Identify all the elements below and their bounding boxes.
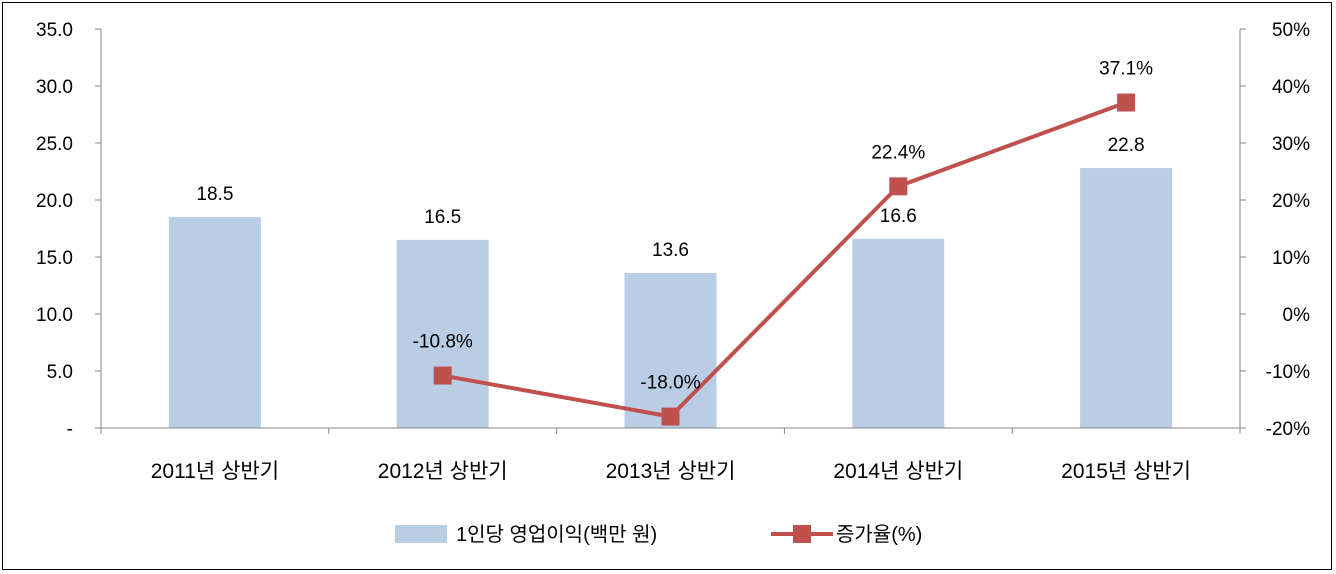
right-tick-label: -20%	[1266, 419, 1310, 440]
line-value-label: -10.8%	[413, 332, 473, 353]
line-marker	[889, 177, 908, 196]
axes: - 5.0 10.0 15.0 20.0 25.0 30.0 35.0 -20% -10% 0% 10…	[36, 20, 1310, 483]
right-tick-label: 40%	[1272, 77, 1310, 98]
bar-value-label: 18.5	[196, 184, 233, 205]
right-tick-label: -10%	[1266, 362, 1310, 383]
left-tick-label: 25.0	[36, 134, 73, 155]
left-tick-label: 20.0	[36, 191, 73, 212]
left-tick-label: 35.0	[36, 20, 73, 41]
data-labels: 18.5 16.5 13.6 16.6 22.8 -10.8% -18.0% 22.4% 37.…	[196, 59, 1153, 394]
growth-rate-line	[442, 100, 1127, 419]
left-tick-label: -	[67, 419, 73, 440]
legend-bar-label: 1인당 영업이익(백만 원)	[456, 523, 657, 546]
category-label: 2012년 상반기	[378, 460, 508, 483]
right-tick-label: 20%	[1272, 191, 1310, 212]
left-tick-label: 30.0	[36, 77, 73, 98]
right-tick-label: 10%	[1272, 248, 1310, 269]
bar	[1080, 168, 1173, 428]
bar-value-label: 16.5	[424, 207, 461, 228]
bar-value-label: 16.6	[880, 206, 917, 227]
bar	[624, 272, 717, 428]
line-series	[433, 93, 1136, 426]
legend-line-label: 증가율(%)	[836, 523, 922, 546]
category-label: 2011년 상반기	[151, 460, 279, 483]
category-label: 2013년 상반기	[606, 460, 736, 483]
right-tick-label: 50%	[1272, 20, 1310, 41]
category-label: 2015년 상반기	[1061, 460, 1191, 483]
line-value-label: -18.0%	[640, 373, 700, 394]
right-tick-label: 0%	[1283, 305, 1311, 326]
bar	[396, 239, 489, 428]
line-marker	[1117, 93, 1136, 112]
right-tick-label: 30%	[1272, 134, 1310, 155]
left-tick-label: 5.0	[47, 362, 73, 383]
line-value-label: 22.4%	[871, 142, 925, 163]
legend-line-marker	[793, 525, 811, 543]
bar	[168, 217, 261, 428]
line-marker	[433, 366, 452, 385]
bar-series	[168, 168, 1173, 428]
line-value-label: 37.1%	[1099, 59, 1153, 80]
legend-bar-swatch	[395, 525, 447, 543]
left-tick-label: 15.0	[36, 248, 73, 269]
line-marker	[661, 407, 680, 426]
left-tick-label: 10.0	[36, 305, 73, 326]
bar	[852, 238, 945, 428]
bar-value-label: 13.6	[652, 240, 689, 261]
legend: 1인당 영업이익(백만 원) 증가율(%)	[395, 523, 922, 546]
bar-value-label: 22.8	[1108, 135, 1145, 156]
category-label: 2014년 상반기	[833, 460, 963, 483]
